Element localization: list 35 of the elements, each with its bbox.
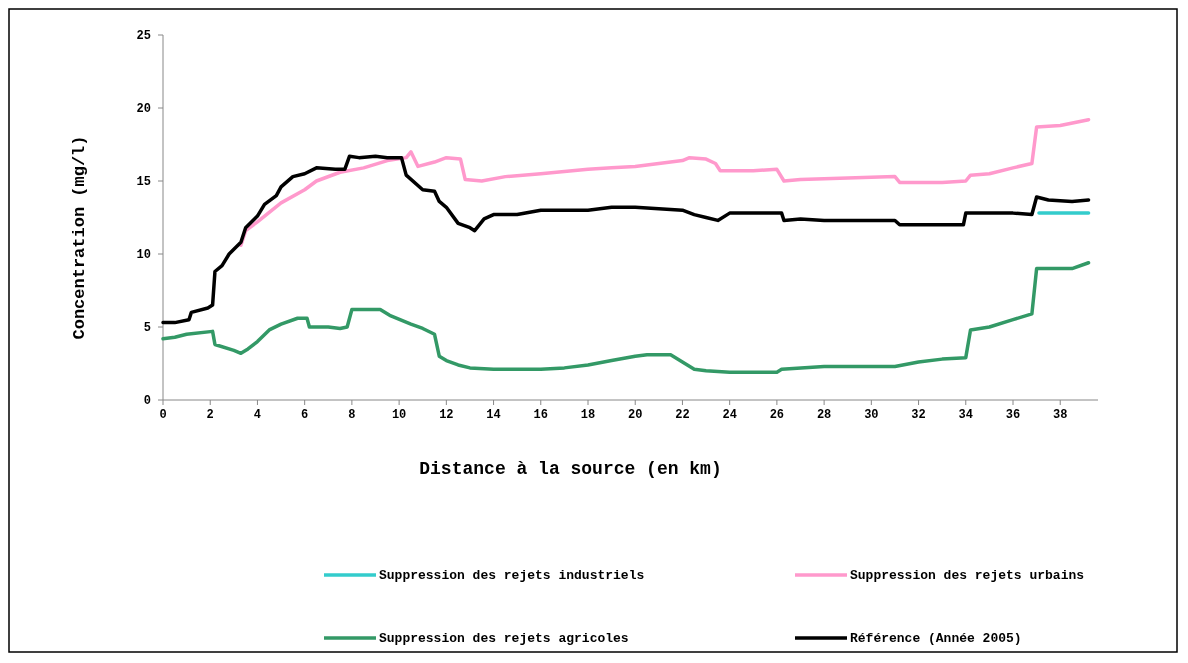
x-tick-label: 12 <box>439 408 454 422</box>
x-tick-label: 28 <box>816 408 832 422</box>
legend-label: Suppression des rejets urbains <box>850 568 1085 583</box>
legend-label: Suppression des rejets agricoles <box>379 631 629 646</box>
x-tick-label: 18 <box>580 408 596 422</box>
x-tick-label: 2 <box>206 408 214 422</box>
line-series <box>239 117 1091 247</box>
x-tick-label: 22 <box>675 408 690 422</box>
x-tick-label: 34 <box>958 408 973 422</box>
x-tick-label: 24 <box>722 408 737 422</box>
y-tick-label: 10 <box>136 248 151 262</box>
x-axis-title: Distance à la source (en km) <box>419 459 722 479</box>
x-tick-label: 36 <box>1005 408 1021 422</box>
x-tick-label: 30 <box>864 408 879 422</box>
x-tick-label: 38 <box>1053 408 1068 422</box>
legend-label: Référence (Année 2005) <box>850 631 1022 646</box>
x-tick-label: 0 <box>159 408 167 422</box>
x-tick-label: 4 <box>253 408 262 422</box>
x-tick-label: 10 <box>391 408 407 422</box>
y-tick-label: 20 <box>136 102 151 116</box>
legend-label: Suppression des rejets industriels <box>379 568 645 583</box>
x-tick-label: 16 <box>533 408 548 422</box>
x-tick-label: 8 <box>348 408 356 422</box>
x-tick-label: 20 <box>628 408 643 422</box>
y-tick-label: 25 <box>136 29 151 43</box>
y-tick-label: 5 <box>143 321 151 335</box>
line-series <box>161 154 1091 325</box>
y-tick-label: 15 <box>136 175 151 189</box>
x-tick-label: 14 <box>486 408 501 422</box>
y-tick-label: 0 <box>143 394 151 408</box>
x-tick-label: 26 <box>769 408 785 422</box>
y-axis-title: Concentration (mg/l) <box>70 135 89 340</box>
line-series <box>161 261 1091 375</box>
x-tick-label: 32 <box>911 408 926 422</box>
x-tick-label: 6 <box>301 408 309 422</box>
